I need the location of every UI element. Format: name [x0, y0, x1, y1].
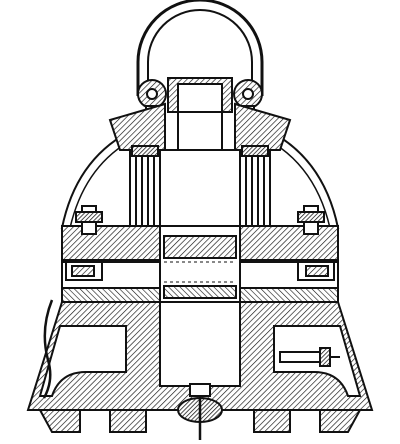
middle-flange-assembly	[61, 225, 339, 303]
side-adjusting-screw	[279, 347, 340, 367]
lifting-shackle	[136, 0, 264, 96]
dome-cover	[60, 102, 340, 231]
lower-body	[26, 299, 374, 411]
drain-plug	[177, 383, 223, 440]
base-feet	[38, 409, 362, 433]
center-boss	[167, 77, 233, 150]
side-clamp-bolts	[65, 205, 335, 281]
